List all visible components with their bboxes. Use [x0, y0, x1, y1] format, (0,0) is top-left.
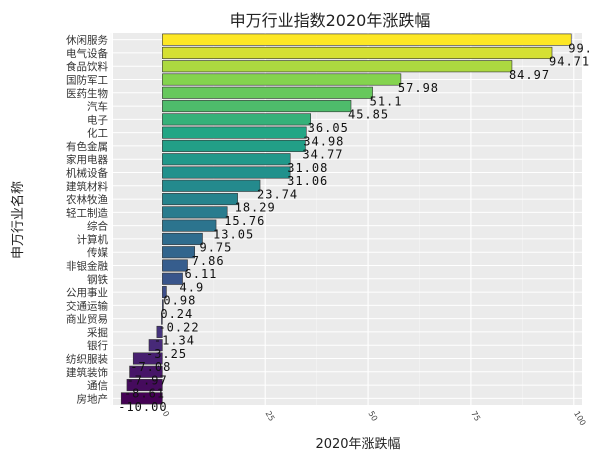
y-tick-label: 建筑材料 — [66, 180, 108, 193]
x-tick-label: 0 — [161, 410, 171, 419]
y-tick-label: 有色金属 — [66, 140, 108, 153]
y-tick-label: 农林牧渔 — [66, 193, 108, 206]
bar — [162, 139, 306, 152]
x-tick-label: 25 — [263, 410, 276, 423]
bar — [129, 365, 163, 378]
bars — [120, 33, 572, 405]
y-tick-label: 公用事业 — [66, 286, 108, 299]
bar — [126, 379, 163, 392]
bar — [162, 86, 373, 99]
bar — [162, 33, 572, 46]
y-tick-label: 钢铁 — [87, 273, 108, 286]
bar — [156, 325, 163, 338]
data-label: 57.98 — [398, 81, 439, 95]
y-tick-label: 通信 — [87, 380, 108, 392]
y-tick-label: 机械设备 — [66, 167, 108, 180]
data-label: 45.85 — [348, 108, 389, 122]
data-label: 4.9 — [180, 280, 205, 294]
y-tick-label: 轻工制造 — [66, 206, 108, 219]
y-tick-label: 医药生物 — [66, 87, 108, 100]
data-label: 6.11 — [185, 267, 218, 281]
y-axis-label: 申万行业名称 — [10, 181, 26, 259]
data-label: 31.08 — [287, 161, 328, 175]
data-label: 0.24 — [160, 307, 193, 321]
y-tick-label: 纺织服装 — [66, 353, 108, 366]
bar — [162, 193, 238, 206]
y-tick-label: 银行 — [87, 339, 108, 352]
y-tick-labels: 休闲服务电气设备食品饮料国防军工医药生物汽车电子化工有色金属家用电器机械设备建筑… — [66, 34, 108, 406]
y-tick-label: 综合 — [87, 220, 108, 233]
y-tick-label: 采掘 — [87, 326, 108, 339]
bar — [162, 286, 167, 299]
data-label: 34.98 — [303, 134, 344, 148]
data-label: 9.75 — [199, 241, 232, 255]
y-tick-label: 食品饮料 — [66, 60, 108, 73]
bar — [162, 60, 513, 73]
data-label: -8.61 — [124, 387, 165, 401]
y-tick-label: 休闲服务 — [66, 34, 108, 47]
data-label: 51.1 — [370, 94, 403, 108]
bar — [162, 126, 307, 139]
bar — [162, 219, 217, 232]
x-tick-label: 50 — [366, 410, 379, 423]
y-tick-label: 房地产 — [77, 392, 109, 405]
data-labels: 99.3894.7184.9757.9851.145.8536.0534.983… — [118, 41, 592, 414]
bar — [162, 232, 203, 245]
y-tick-label: 化工 — [87, 127, 108, 140]
data-label: 99.38 — [568, 41, 592, 55]
data-label: -7.08 — [130, 360, 171, 374]
data-label: 18.29 — [235, 201, 276, 215]
bar — [162, 113, 311, 126]
y-tick-label: 计算机 — [77, 233, 109, 246]
y-tick-label: 非银金融 — [66, 260, 108, 273]
bar — [162, 206, 228, 219]
y-tick-label: 电子 — [87, 113, 108, 126]
bar — [162, 259, 188, 272]
data-label: 13.05 — [213, 227, 254, 241]
y-tick-label: 家用电器 — [66, 153, 108, 166]
data-label: -3.25 — [146, 347, 187, 361]
bar — [162, 299, 164, 312]
chart-title: 申万行业指数2020年涨跌幅 — [230, 11, 431, 30]
data-label: -7.97 — [127, 373, 168, 387]
data-label: 31.06 — [287, 174, 328, 188]
data-label: 34.77 — [302, 148, 343, 162]
x-tick-label: 75 — [469, 410, 482, 423]
bar — [162, 46, 553, 59]
y-tick-label: 传媒 — [87, 246, 108, 259]
y-tick-label: 汽车 — [87, 100, 108, 113]
data-label: 94.71 — [549, 55, 590, 69]
y-tick-label: 国防军工 — [66, 74, 108, 87]
y-tick-label: 建筑装饰 — [66, 366, 108, 379]
bar — [132, 352, 163, 365]
x-axis-label: 2020年涨跌幅 — [315, 436, 400, 452]
bar — [148, 339, 163, 352]
y-tick-label: 电气设备 — [66, 47, 108, 60]
bar — [162, 272, 183, 285]
bar — [162, 246, 196, 259]
data-label: 84.97 — [509, 68, 550, 82]
data-label: 0.98 — [163, 294, 196, 308]
data-label: 23.74 — [257, 187, 298, 201]
bar — [162, 73, 402, 86]
bar — [162, 153, 291, 166]
bar — [162, 100, 352, 113]
data-label: -1.34 — [154, 334, 195, 348]
data-label: 36.05 — [308, 121, 349, 135]
data-label: -10.00 — [118, 400, 167, 414]
data-label: -0.22 — [158, 320, 199, 334]
bar — [162, 179, 261, 192]
y-tick-label: 交通运输 — [66, 299, 108, 312]
y-tick-label: 商业贸易 — [66, 313, 108, 326]
bar — [161, 312, 163, 325]
bar — [162, 166, 291, 179]
data-label: 15.76 — [224, 214, 265, 228]
bar — [120, 392, 163, 405]
data-label: 7.86 — [192, 254, 225, 268]
